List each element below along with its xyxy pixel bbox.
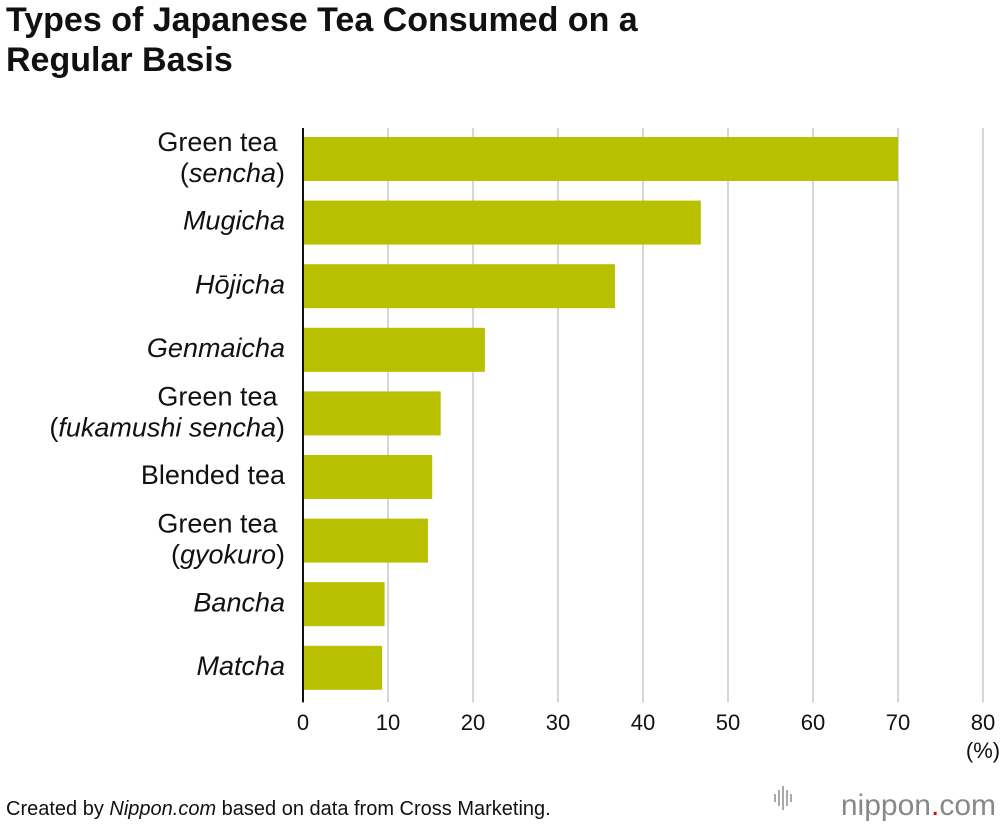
x-tick-label: 60 [801, 710, 825, 735]
y-tick-label: Matcha [196, 651, 285, 681]
logo-bar [774, 794, 776, 802]
logo-bar [790, 794, 792, 802]
x-tick-label: 50 [716, 710, 740, 735]
x-unit: (%) [966, 738, 1000, 763]
x-tick-label: 40 [631, 710, 655, 735]
x-tick-label: 20 [461, 710, 485, 735]
logo-icon [774, 786, 792, 810]
bar [303, 264, 615, 309]
y-tick-label: Bancha [193, 587, 285, 617]
source-part: Created by [6, 798, 109, 820]
y-tick-label: Hōjicha [195, 269, 285, 299]
bar [303, 518, 428, 563]
x-tick-label: 0 [297, 710, 309, 735]
x-tick-label: 10 [376, 710, 400, 735]
y-tick-label: Green tea (fukamushi sencha) [49, 382, 285, 443]
bar [303, 327, 485, 372]
logo: nippon.com [841, 789, 996, 822]
bar [303, 391, 441, 436]
logo-bar [778, 790, 780, 806]
y-tick-label: Mugicha [183, 206, 285, 236]
y-tick-label: Green tea (sencha) [157, 127, 285, 188]
bar [303, 137, 898, 181]
logo-bar [782, 786, 784, 810]
y-tick-label: Green tea (gyokuro) [157, 509, 285, 570]
x-tick-label: 80 [971, 710, 995, 735]
bar [303, 645, 383, 690]
source-part: based on data from Cross Marketing. [216, 798, 551, 820]
bar [303, 200, 701, 245]
source: Created by Nippon.com based on data from… [6, 798, 551, 820]
x-tick-label: 70 [886, 710, 910, 735]
source-part: Nippon.com [109, 798, 216, 820]
bar [303, 582, 385, 627]
logo-bar [786, 790, 788, 806]
chart-title: Types of Japanese Tea Consumed on a Regu… [6, 1, 647, 79]
y-tick-label: Genmaicha [147, 333, 285, 363]
x-tick-label: 30 [546, 710, 570, 735]
y-tick-label: Blended tea [141, 460, 286, 490]
bar [303, 455, 433, 499]
